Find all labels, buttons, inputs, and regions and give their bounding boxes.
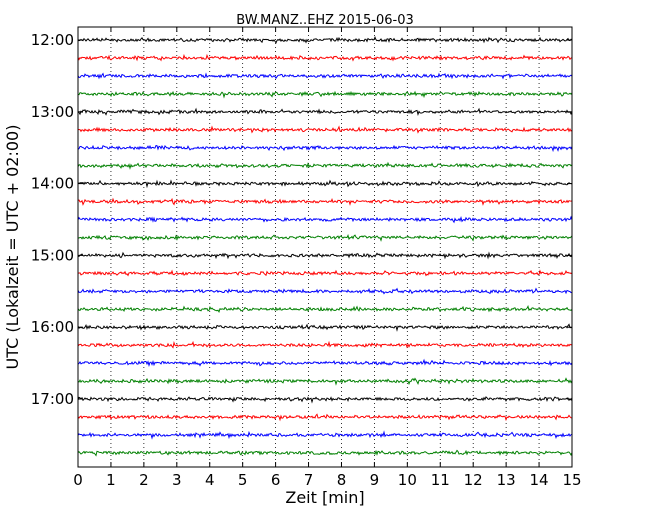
grid-lines [110,27,540,467]
x-tick-label: 10 [398,471,417,489]
trace-1415 [77,197,573,206]
x-tick-label: 4 [205,471,215,489]
trace-1700 [77,396,573,404]
trace-1330 [77,144,573,153]
trace-1600 [77,323,572,332]
trace-1645 [77,377,573,386]
y-axis-label: UTC (Lokalzeit = UTC + 02:00) [3,125,22,370]
trace-1300 [77,107,573,117]
x-tick-label: 6 [271,471,281,489]
x-tick-label: 7 [304,471,314,489]
trace-1515 [77,269,573,277]
trace-1200 [77,36,573,44]
y-tick-label: 15:00 [31,246,74,264]
trace-1430 [77,215,573,224]
x-tick-label: 2 [139,471,149,489]
chart-title: BW.MANZ..EHZ 2015-06-03 [236,13,414,28]
x-tick-label: 14 [530,471,549,489]
traces [77,36,573,457]
y-tick-label: 12:00 [31,31,74,49]
x-tick-label: 9 [370,471,380,489]
x-tick-label: 1 [106,471,116,489]
y-tick-label: 13:00 [31,103,74,121]
y-tick-label: 17:00 [31,390,74,408]
trace-1500 [77,251,573,260]
trace-1615 [77,340,573,349]
trace-1630 [77,358,573,367]
x-tick-label: 15 [562,471,581,489]
trace-1730 [77,430,573,440]
x-tick-label: 8 [337,471,347,489]
x-tick-label: 3 [172,471,182,489]
trace-1445 [77,233,573,242]
trace-1230 [77,72,573,80]
axis-ticks: 0 1 2 3 4 5 6 7 8 9 10 11 12 13 14 1512:0013:0014:0015:… [31,27,582,489]
x-tick-label: 0 [73,471,83,489]
x-tick-label: 12 [464,471,483,489]
trace-1715 [77,413,573,422]
trace-1545 [77,304,573,314]
x-axis-label: Zeit [min] [285,488,364,507]
x-tick-label: 13 [497,471,516,489]
trace-1315 [77,125,573,134]
trace-1530 [77,287,573,295]
trace-1745 [77,449,573,457]
y-tick-label: 14:00 [31,175,74,193]
trace-1215 [77,53,573,62]
x-tick-label: 5 [238,471,248,489]
trace-1345 [77,161,573,170]
x-tick-label: 11 [431,471,450,489]
trace-1400 [77,179,573,189]
y-tick-label: 16:00 [31,318,74,336]
trace-1245 [77,90,573,99]
plot-frame [77,26,573,468]
